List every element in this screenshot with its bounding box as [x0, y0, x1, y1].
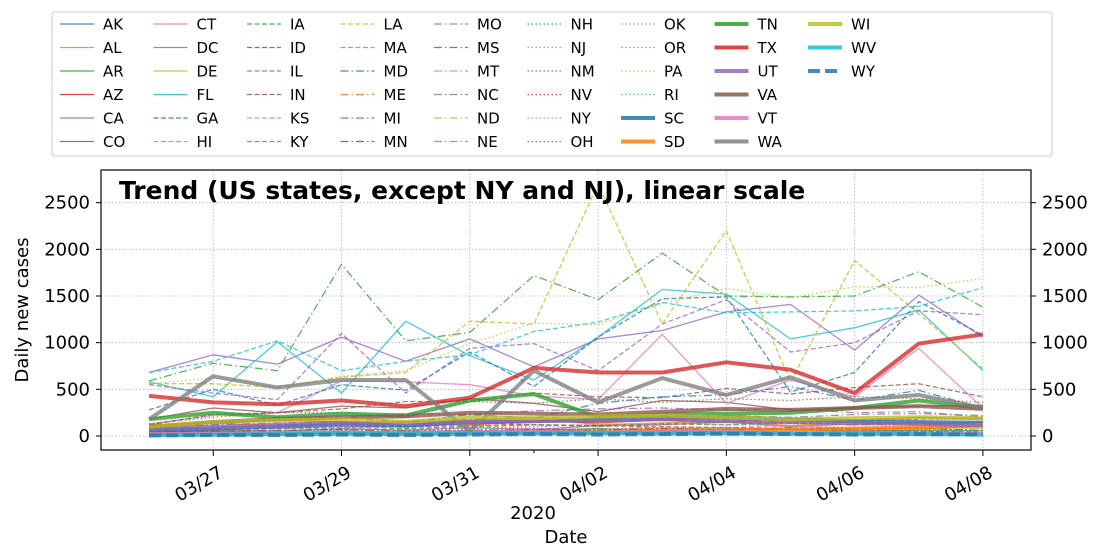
legend-label-or: OR: [664, 39, 686, 57]
legend-label-tn: TN: [757, 16, 778, 34]
legend-label-mt: MT: [477, 63, 500, 81]
y-tick-label-right: 0: [1042, 426, 1053, 447]
legend-label-wy: WY: [851, 63, 876, 81]
legend-label-in: IN: [290, 86, 306, 104]
legend-label-sd: SD: [664, 133, 685, 151]
legend-label-dc: DC: [197, 39, 219, 57]
legend-label-ga: GA: [197, 110, 220, 128]
legend-label-md: MD: [384, 63, 409, 81]
legend-label-ak: AK: [103, 16, 124, 34]
y-tick-label-left: 1000: [44, 333, 90, 354]
series-group: [147, 183, 984, 438]
x-tick-label: 04/08: [941, 462, 996, 506]
legend-label-nh: NH: [571, 16, 594, 34]
legend-label-oh: OH: [571, 133, 594, 151]
y-tick-label-right: 2000: [1042, 239, 1088, 260]
legend-label-id: ID: [290, 39, 306, 57]
series-line-wy: [149, 431, 983, 438]
legend-label-ca: CA: [103, 110, 124, 128]
legend-label-va: VA: [758, 86, 778, 104]
legend-label-pa: PA: [664, 63, 683, 81]
legend-label-me: ME: [384, 86, 406, 104]
y-tick-label-right: 1500: [1042, 286, 1088, 307]
legend-label-ok: OK: [664, 16, 687, 34]
x-tick-label: 04/02: [556, 462, 611, 506]
y-tick-label-left: 1500: [44, 286, 90, 307]
axes: 0 0 500 500 1000 1000 1500 1500 2000 2000 2500 2500…: [44, 193, 1088, 507]
legend: AK AL AR AZ CA CO CT DC DE FL GA HI IA ID IL IN KS KY LA MA…: [51, 11, 1053, 157]
series-line-fl: [148, 288, 984, 398]
legend-label-nd: ND: [477, 110, 500, 128]
legend-label-al: AL: [103, 39, 122, 57]
x-tick-label: 03/29: [300, 462, 355, 506]
y-tick-label-left: 0: [79, 426, 90, 447]
legend-label-ct: CT: [197, 16, 217, 34]
x-offset-label: 2020: [510, 503, 556, 524]
x-tick-label: 03/31: [428, 462, 483, 506]
legend-label-ks: KS: [290, 110, 309, 128]
series-line-tx: [148, 332, 984, 409]
legend-label-tx: TX: [757, 39, 777, 57]
legend-label-de: DE: [197, 63, 218, 81]
series-line-mi: [148, 252, 984, 382]
x-tick-label: 04/06: [813, 462, 868, 506]
legend-label-ar: AR: [103, 63, 124, 81]
series-line-wa: [147, 368, 984, 434]
legend-label-sc: SC: [664, 110, 684, 128]
series-line-wi: [148, 413, 983, 429]
legend-label-ut: UT: [758, 63, 779, 81]
legend-label-ma: MA: [384, 39, 408, 57]
x-tick-label: 04/04: [684, 462, 739, 506]
x-axis-label: Date: [544, 527, 587, 548]
legend-label-la: LA: [384, 16, 404, 34]
legend-label-wa: WA: [758, 133, 783, 151]
x-tick-label: 03/27: [171, 462, 226, 506]
legend-label-nc: NC: [477, 86, 499, 104]
legend-label-ne: NE: [477, 133, 498, 151]
legend-label-nv: NV: [571, 86, 593, 104]
series-line-la: [149, 183, 984, 389]
legend-label-mi: MI: [384, 110, 401, 128]
series-line-ct: [149, 333, 984, 425]
legend-label-mn: MN: [384, 133, 408, 151]
legend-label-wi: WI: [851, 16, 870, 34]
legend-label-vt: VT: [758, 110, 778, 128]
legend-label-ia: IA: [290, 16, 305, 34]
legend-label-az: AZ: [103, 86, 124, 104]
y-tick-label-left: 2500: [44, 193, 90, 214]
series-line-ri: [149, 418, 983, 434]
y-axis-label: Daily new cases: [12, 238, 33, 383]
y-tick-label-left: 500: [56, 379, 90, 400]
legend-label-ny: NY: [571, 110, 592, 128]
legend-label-mo: MO: [477, 16, 502, 34]
legend-frame: [51, 11, 1053, 157]
legend-label-ky: KY: [290, 133, 309, 151]
legend-label-wv: WV: [851, 39, 877, 57]
legend-label-hi: HI: [197, 133, 213, 151]
y-tick-label-right: 500: [1042, 379, 1076, 400]
series-line-ut: [149, 417, 983, 431]
legend-label-ms: MS: [477, 39, 499, 57]
legend-label-co: CO: [103, 133, 125, 151]
y-tick-label-right: 1000: [1042, 333, 1088, 354]
y-tick-label-left: 2000: [44, 239, 90, 260]
legend-label-ri: RI: [664, 86, 679, 104]
plot-frame: [100, 169, 1032, 451]
legend-label-il: IL: [290, 63, 303, 81]
legend-label-nm: NM: [571, 63, 595, 81]
series-line-il: [149, 299, 983, 401]
series-line-ca: [148, 294, 984, 374]
y-tick-label-right: 2500: [1042, 193, 1088, 214]
legend-label-nj: NJ: [571, 39, 587, 57]
legend-label-fl: FL: [197, 86, 215, 104]
series-line-ma: [148, 286, 984, 374]
chart-title: Trend (US states, except NY and NJ), lin…: [119, 176, 805, 205]
series-line-or: [149, 426, 983, 434]
